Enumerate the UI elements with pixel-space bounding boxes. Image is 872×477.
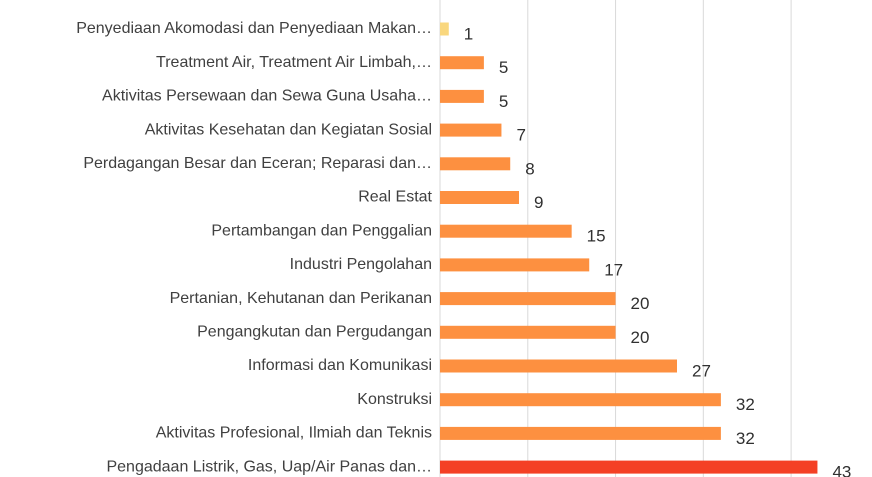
y-tick-label: Konstruksi	[357, 391, 432, 408]
value-label: 5	[499, 92, 508, 111]
y-tick-label: Aktivitas Profesional, Ilmiah dan Teknis	[156, 425, 432, 442]
y-tick-label: Industri Pengolahan	[290, 256, 432, 273]
bar	[440, 123, 502, 137]
value-label: 43	[832, 463, 851, 477]
bar	[440, 460, 818, 474]
value-label: 9	[534, 193, 543, 212]
value-label: 20	[631, 294, 650, 313]
value-label: 20	[631, 328, 650, 347]
bar	[440, 393, 721, 407]
bar	[440, 191, 519, 204]
bar	[440, 157, 511, 171]
bar	[440, 56, 484, 70]
y-tick-label: Pertanian, Kehutanan dan Perikanan	[170, 290, 432, 307]
bar	[440, 22, 449, 36]
value-label: 7	[516, 126, 525, 145]
bar	[440, 258, 590, 272]
y-tick-label: Pengangkutan dan Pergudangan	[197, 324, 432, 341]
y-tick-label: Penyediaan Akomodasi dan Penyediaan Maka…	[76, 20, 432, 37]
bar	[440, 292, 616, 306]
bar	[440, 359, 677, 373]
value-label: 8	[525, 159, 534, 178]
value-label: 32	[736, 429, 755, 448]
value-label: 17	[604, 260, 623, 279]
value-label: 27	[692, 361, 711, 380]
y-tick-label: Pertambangan dan Penggalian	[211, 222, 432, 239]
bar	[440, 426, 721, 440]
value-label: 15	[587, 227, 606, 246]
value-label: 1	[464, 24, 473, 43]
y-tick-label: Real Estat	[358, 189, 432, 206]
bar	[440, 325, 616, 339]
value-label: 5	[499, 58, 508, 77]
y-tick-label: Pengadaan Listrik, Gas, Uap/Air Panas da…	[106, 458, 432, 475]
bar	[440, 224, 572, 238]
y-tick-label: Aktivitas Persewaan dan Sewa Guna Usaha…	[102, 88, 432, 105]
y-tick-label: Informasi dan Komunikasi	[248, 357, 432, 374]
y-tick-label: Perdagangan Besar dan Eceran; Reparasi d…	[83, 155, 432, 172]
bar	[440, 89, 484, 103]
y-tick-label: Treatment Air, Treatment Air Limbah,…	[156, 54, 432, 71]
y-tick-label: Aktivitas Kesehatan dan Kegiatan Sosial	[145, 121, 432, 138]
value-label: 32	[736, 395, 755, 414]
